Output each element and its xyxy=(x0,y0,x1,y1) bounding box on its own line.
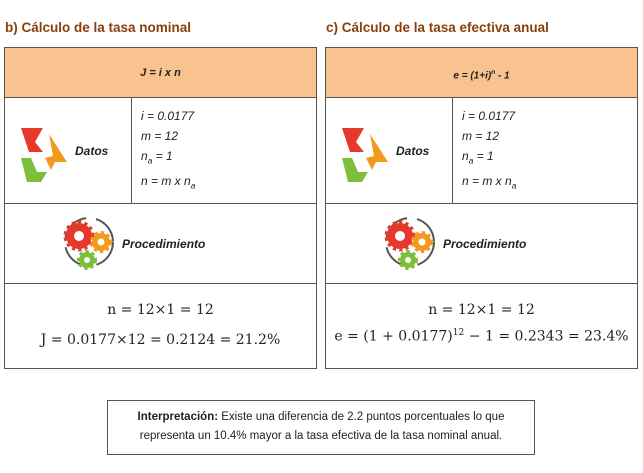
dato: i = 0.0177 xyxy=(141,109,194,123)
interpretation-label: Interpretación: xyxy=(137,411,219,423)
result: n = 12×1 = 12 xyxy=(5,302,316,318)
formula-text: e = (1+i) xyxy=(453,70,492,82)
procedimiento-row: Procedimiento xyxy=(5,204,316,284)
formula-text: J = i x n xyxy=(140,67,181,79)
dato: n = m x na xyxy=(462,174,516,190)
procedimiento-row: Procedimiento xyxy=(326,204,637,284)
result-text: − 1 = 0.2343 = 23.4% xyxy=(464,328,629,345)
panel-title: b) Cálculo de la tasa nominal xyxy=(5,20,192,35)
dato-text: n xyxy=(462,149,469,163)
dato: na = 1 xyxy=(462,149,494,165)
panel: e = (1+i)n - 1 Datos i = 0.0177 m = 12 n… xyxy=(325,47,638,369)
datos-row: Datos i = 0.0177 m = 12 na = 1 n = m x n… xyxy=(5,98,316,204)
panel-title: c) Cálculo de la tasa efectiva anual xyxy=(326,20,549,35)
dato-text: m = 12 xyxy=(141,129,179,143)
datos-icon xyxy=(21,128,67,182)
dato-sub: a xyxy=(190,180,196,191)
formula-sup: n xyxy=(491,69,496,76)
result-text: e = (1 + 0.0177) xyxy=(334,328,453,345)
datos-label: Datos xyxy=(396,144,430,158)
procedimiento-label: Procedimiento xyxy=(122,237,206,251)
dato-sub: a xyxy=(511,180,517,191)
dato: m = 12 xyxy=(141,129,178,143)
gears-icon xyxy=(384,217,435,270)
result-sup: 12 xyxy=(452,328,465,338)
panel: J = i x n Datos i = 0.0177 m = 12 na = 1… xyxy=(4,47,317,369)
dato: na = 1 xyxy=(141,149,173,165)
dato-text: n xyxy=(141,149,148,163)
formula: J = i x n xyxy=(5,48,316,98)
dato: i = 0.0177 xyxy=(462,109,515,123)
results-row: n = 12×1 = 12 e = (1 + 0.0177)12 − 1 = 0… xyxy=(326,284,637,370)
datos-icon xyxy=(342,128,388,182)
dato-text: m = 12 xyxy=(462,129,500,143)
datos-cell: Datos xyxy=(5,98,132,203)
formula-text: - 1 xyxy=(495,70,510,82)
result: e = (1 + 0.0177)12 − 1 = 0.2343 = 23.4% xyxy=(326,328,637,345)
dato-sub: a xyxy=(147,155,153,166)
result: n = 12×1 = 12 xyxy=(326,302,637,318)
dato-text: = 1 xyxy=(152,149,173,163)
formula: e = (1+i)n - 1 xyxy=(326,48,637,98)
gears-icon xyxy=(63,217,114,270)
interpretation-text: Existe una diferencia de 2.2 puntos porc… xyxy=(139,411,505,442)
dato-text: = 1 xyxy=(473,149,494,163)
dato-sub: a xyxy=(468,155,474,166)
result: J = 0.0177×12 = 0.2124 = 21.2% xyxy=(5,332,316,348)
datos-row: Datos i = 0.0177 m = 12 na = 1 n = m x n… xyxy=(326,98,637,204)
result-text: n = 12×1 = 12 xyxy=(428,302,535,318)
procedimiento-label: Procedimiento xyxy=(443,237,527,251)
dato: m = 12 xyxy=(462,129,499,143)
dato-text: i = 0.0177 xyxy=(141,109,195,123)
datos-label: Datos xyxy=(75,144,109,158)
dato-text: i = 0.0177 xyxy=(462,109,516,123)
dato-text: n = m x n xyxy=(462,174,512,188)
results-row: n = 12×1 = 12 J = 0.0177×12 = 0.2124 = 2… xyxy=(5,284,316,370)
result-text: J = 0.0177×12 = 0.2124 = 21.2% xyxy=(40,332,281,348)
dato-text: n = m x n xyxy=(141,174,191,188)
datos-cell: Datos xyxy=(326,98,453,203)
result-text: n = 12×1 = 12 xyxy=(107,302,214,318)
interpretation: Interpretación: Existe una diferencia de… xyxy=(107,400,535,455)
dato: n = m x na xyxy=(141,174,195,190)
